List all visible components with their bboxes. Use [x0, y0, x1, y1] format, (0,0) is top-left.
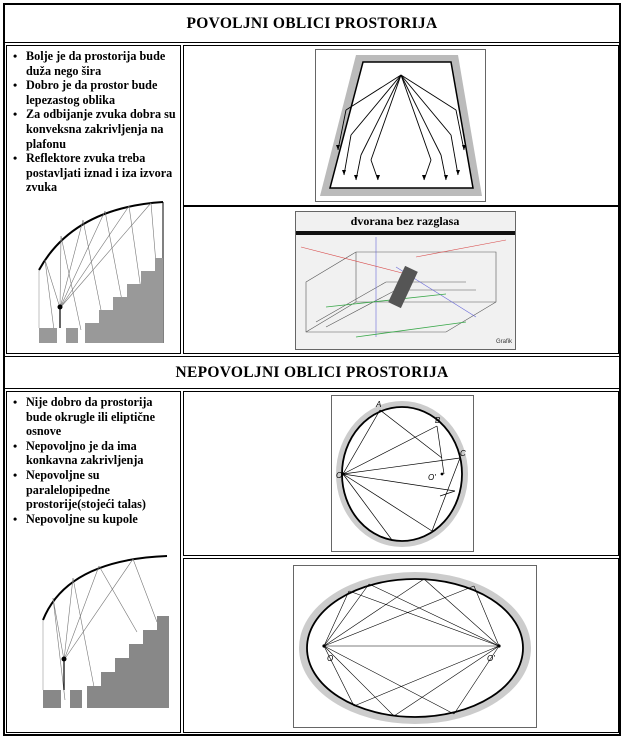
fan-shaped-room-cell: [183, 45, 619, 206]
hall-caption: dvorana bez razglasa: [351, 214, 460, 228]
label-o: O: [336, 471, 342, 480]
circular-room-cell: A B C O O': [183, 391, 619, 556]
unfavorable-shapes-title: NEPOVOLJNI OBLICI PROSTORIJA: [175, 363, 449, 381]
convex-ceiling-diagram: [33, 198, 165, 343]
label-c: C: [460, 449, 466, 458]
unfavorable-text-cell: Nije dobro da prostorija bude okrugle il…: [6, 391, 181, 733]
unfavorable-shapes-header: NEPOVOLJNI OBLICI PROSTORIJA: [5, 356, 619, 389]
list-item: Nepovoljne su paralelopipedne prostorije…: [13, 468, 179, 512]
document-table: POVOLJNI OBLICI PROSTORIJA Bolje je da p…: [3, 3, 621, 736]
list-item: Nije dobro da prostorija bude okrugle il…: [13, 395, 179, 439]
label-o-prime: O': [487, 654, 495, 663]
list-item: Nepovoljno je da ima konkavna zakrivljen…: [13, 439, 179, 468]
fan-shaped-room-diagram: [315, 49, 486, 202]
favorable-shapes-title: POVOLJNI OBLICI PROSTORIJA: [186, 14, 438, 32]
list-item: Za odbijanje zvuka dobra su konveksna za…: [13, 107, 179, 151]
list-item: Nepovoljne su kupole: [13, 512, 179, 527]
hall-without-pa-diagram: dvorana bez razglasa: [295, 211, 516, 350]
list-item: Dobro je da prostor bude lepezastog obli…: [13, 78, 179, 107]
concave-ceiling-diagram: [37, 550, 169, 708]
unfavorable-bullet-list: Nije dobro da prostorija bude okrugle il…: [7, 392, 179, 526]
label-o-prime: O': [428, 473, 436, 482]
label-a: A: [375, 400, 381, 409]
favorable-bullet-list: Bolje je da prostorija bude duža nego ši…: [7, 46, 179, 195]
label-b: B: [435, 416, 441, 425]
circular-room-diagram: A B C O O': [331, 395, 474, 552]
hall-diagram-cell: dvorana bez razglasa: [183, 206, 619, 354]
elliptical-room-cell: O O': [183, 558, 619, 733]
label-o: O: [327, 654, 333, 663]
list-item: Reflektore zvuka treba postavljati iznad…: [13, 151, 179, 195]
elliptical-room-diagram: O O': [293, 565, 537, 728]
hall-watermark: Grafik: [496, 339, 513, 345]
favorable-shapes-header: POVOLJNI OBLICI PROSTORIJA: [5, 5, 619, 43]
list-item: Bolje je da prostorija bude duža nego ši…: [13, 49, 179, 78]
favorable-text-cell: Bolje je da prostorija bude duža nego ši…: [6, 45, 181, 354]
